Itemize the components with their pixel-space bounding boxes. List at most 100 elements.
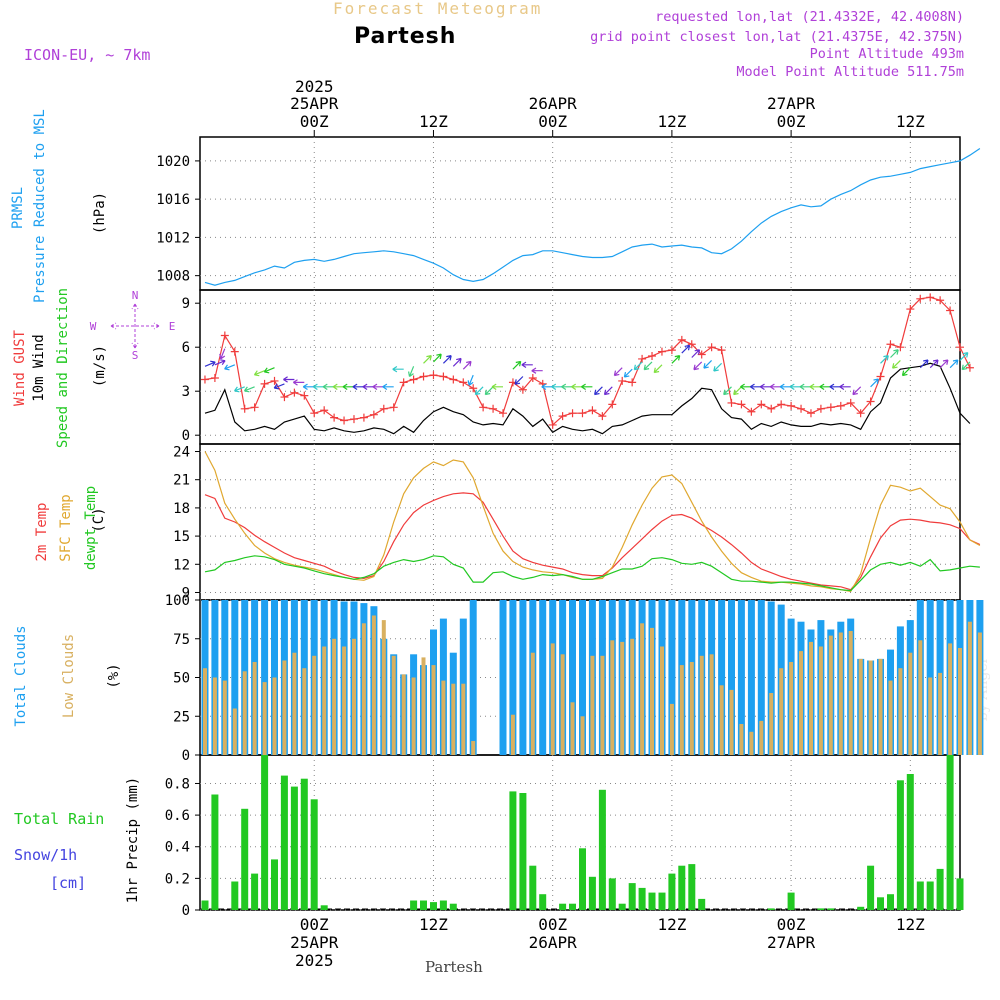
wind-arrow xyxy=(531,367,543,374)
top-date-label: 26APR xyxy=(529,94,578,113)
wind-arrow xyxy=(759,383,772,391)
gust-marker xyxy=(836,401,845,410)
wind-arrow xyxy=(484,386,494,396)
cloud-bar xyxy=(789,662,794,755)
gust-marker xyxy=(906,305,915,314)
gust-marker xyxy=(777,400,786,409)
cloud-bar xyxy=(371,615,376,755)
cloud-bar xyxy=(342,646,347,755)
precip-bar xyxy=(857,906,865,910)
bottom-year-label: 2025 xyxy=(295,951,334,970)
top-date-label: 25APR xyxy=(290,94,339,113)
wind-arrow xyxy=(541,383,553,391)
bottom-hour-label: 12Z xyxy=(896,915,925,934)
precip-bar xyxy=(877,897,884,910)
precip-bar xyxy=(638,887,646,910)
gust-marker xyxy=(359,413,368,422)
bottom-hour-label: 12Z xyxy=(419,915,448,934)
wind-arrow xyxy=(713,362,723,372)
cloud-bar xyxy=(550,643,555,755)
cloud-bar xyxy=(767,601,775,755)
precip-bar xyxy=(539,894,547,910)
gust-marker xyxy=(230,347,239,356)
cloud-bar xyxy=(261,600,269,755)
cloud-bar xyxy=(928,677,933,755)
precip-bar xyxy=(261,755,269,910)
wind-arrow xyxy=(521,361,533,369)
cloud-bar xyxy=(469,600,477,755)
wind-arrow xyxy=(880,355,889,364)
cloud-bar xyxy=(977,632,982,755)
y-tick-label: 0 xyxy=(182,748,190,764)
wind-arrow xyxy=(681,344,691,354)
precip-bar xyxy=(658,892,666,910)
wind-arrow xyxy=(263,367,275,374)
cloud-bar xyxy=(421,657,426,755)
gust-markers xyxy=(200,293,974,429)
wind-arrow xyxy=(603,386,613,396)
gust-marker xyxy=(618,376,627,385)
gust-marker xyxy=(409,375,418,384)
wind-arrow xyxy=(633,361,643,371)
y-tick-label: 75 xyxy=(173,632,190,648)
gust-marker xyxy=(866,397,875,406)
gust-marker xyxy=(399,378,408,387)
y-tick-label: 0 xyxy=(182,428,190,444)
precip-bar xyxy=(559,903,567,910)
y-tick-label: 50 xyxy=(173,671,190,687)
wind-arrow xyxy=(551,383,563,391)
wind-arrow xyxy=(442,355,452,364)
y-tick-label: 100 xyxy=(165,593,190,609)
wind-arrow xyxy=(799,383,811,391)
wind-arrow xyxy=(302,383,315,391)
gust-marker xyxy=(429,371,438,380)
cloud-bar xyxy=(719,685,724,756)
cloud-bar xyxy=(799,651,803,755)
precip-bar xyxy=(926,881,934,910)
precip-bar xyxy=(519,793,527,910)
cloud-bar xyxy=(381,620,386,755)
cloud-bar xyxy=(749,731,754,756)
y-tick-label: 21 xyxy=(173,473,190,489)
wind-arrow xyxy=(474,386,484,396)
cloud-bar xyxy=(590,655,595,755)
y-tick-label: 1012 xyxy=(156,230,190,246)
precip-bar xyxy=(290,786,298,910)
gust-marker xyxy=(459,378,468,387)
cloud-bar xyxy=(898,668,903,755)
cloud-bar xyxy=(769,693,774,755)
requested-coords: requested lon,lat (21.4332E, 42.4008N) xyxy=(655,9,964,25)
gust-marker xyxy=(200,375,209,384)
cloud-bar xyxy=(848,631,853,755)
total-rain-label: Total Rain xyxy=(14,810,105,828)
snow-unit-label: [cm] xyxy=(50,874,87,892)
wind-arrow xyxy=(224,364,236,371)
gust-marker xyxy=(280,393,289,402)
wind-arrow xyxy=(671,355,681,364)
series-line-wind-gust xyxy=(204,296,971,427)
precip-bar xyxy=(439,900,447,910)
cloud-bar xyxy=(312,655,317,755)
cloud-bar xyxy=(669,703,674,755)
wind-arrow xyxy=(372,383,384,391)
precip-bar xyxy=(867,865,875,910)
gust-marker xyxy=(379,404,388,413)
gust-marker xyxy=(687,340,696,349)
precip-bar xyxy=(579,848,586,910)
gust-marker xyxy=(757,400,766,409)
gust-marker xyxy=(797,404,806,413)
y-tick-label: 3 xyxy=(182,384,190,400)
location-title: Partesh xyxy=(354,24,457,49)
compass-rose: N S W E xyxy=(90,289,176,362)
gust-marker xyxy=(767,404,776,413)
wind-arrow xyxy=(809,383,821,391)
wind-arrows xyxy=(204,344,971,396)
wind-arrow xyxy=(491,383,503,391)
wind-arrow xyxy=(243,386,255,393)
y-tick-label: 24 xyxy=(173,445,190,461)
gust-marker xyxy=(260,379,269,388)
cloud-bar xyxy=(838,632,843,755)
wind-arrow xyxy=(693,361,703,371)
cloud-bar xyxy=(519,600,527,755)
precip-bar xyxy=(251,873,259,910)
